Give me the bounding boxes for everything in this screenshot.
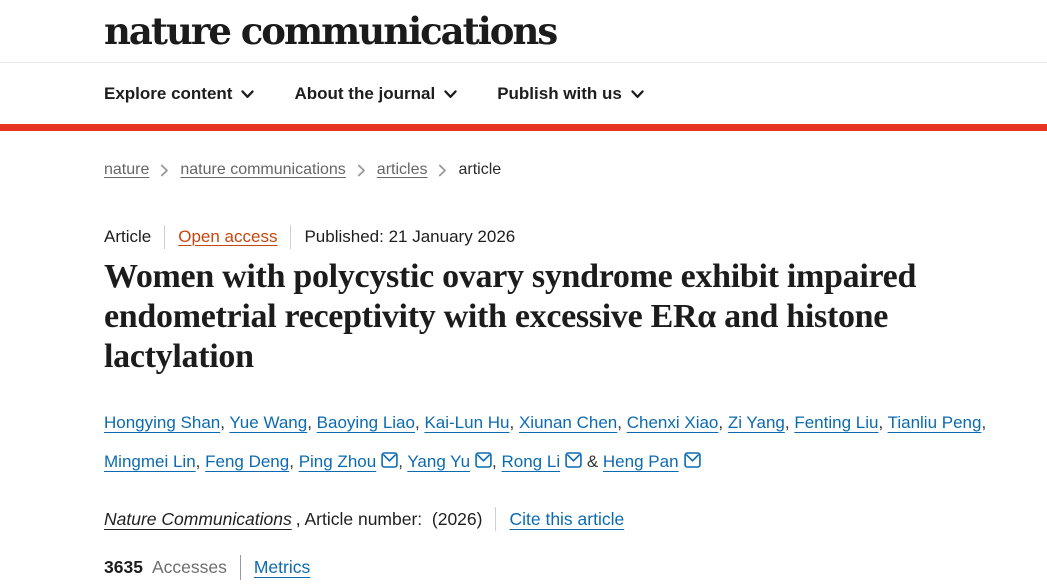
metrics-row: 3635 Accesses Metrics bbox=[104, 555, 1047, 580]
divider bbox=[164, 225, 166, 249]
author-link[interactable]: Fenting Liu bbox=[794, 413, 879, 432]
author: Kai-Lun Hu, bbox=[424, 413, 519, 432]
author-link[interactable]: Baoying Liao bbox=[316, 413, 415, 432]
divider bbox=[495, 507, 497, 531]
envelope-icon[interactable] bbox=[381, 452, 398, 468]
breadcrumb-item[interactable]: nature bbox=[104, 161, 150, 178]
author-separator: , bbox=[307, 413, 317, 432]
breadcrumb-item[interactable]: nature communications bbox=[180, 161, 346, 178]
author-separator: , bbox=[509, 413, 519, 432]
chevron-down-icon bbox=[631, 90, 644, 98]
envelope-icon[interactable] bbox=[565, 452, 582, 468]
author-link[interactable]: Yang Yu bbox=[407, 452, 471, 471]
open-access-link[interactable]: Open access bbox=[178, 227, 278, 246]
nav-item-label: Explore content bbox=[104, 83, 233, 103]
author-separator: , bbox=[617, 413, 627, 432]
author-separator: & bbox=[582, 452, 603, 471]
author-link[interactable]: Zi Yang bbox=[727, 413, 785, 432]
author-separator: , bbox=[398, 452, 408, 471]
journal-logo[interactable]: nature communications bbox=[104, 9, 558, 53]
citation-row: Nature Communications , Article number: … bbox=[104, 507, 1047, 531]
author: Yang Yu , bbox=[407, 452, 501, 471]
article-header-section: nature nature communications articles bbox=[0, 161, 1047, 580]
main-nav: Explore content About the journal Publis… bbox=[0, 63, 1047, 124]
envelope-icon[interactable] bbox=[683, 452, 701, 468]
divider bbox=[239, 555, 241, 580]
article-number-text: , Article number: (2026) bbox=[295, 508, 483, 529]
nav-menu-item[interactable]: About the journal bbox=[294, 84, 457, 104]
nav-item-label: About the journal bbox=[294, 83, 436, 103]
author: Mingmei Lin, bbox=[104, 452, 205, 471]
author-link[interactable]: Feng Deng bbox=[205, 452, 290, 471]
author-link[interactable]: Kai-Lun Hu bbox=[424, 413, 510, 432]
author: Baoying Liao, bbox=[317, 413, 425, 432]
brand-red-bar bbox=[0, 124, 1047, 131]
divider bbox=[290, 225, 292, 249]
envelope-icon[interactable] bbox=[475, 452, 492, 468]
journal-name-link[interactable]: Nature Communications bbox=[104, 508, 292, 529]
logo-row: nature communications bbox=[0, 0, 1047, 63]
author-separator: , bbox=[220, 413, 230, 432]
author-separator: , bbox=[289, 452, 299, 471]
author-link[interactable]: Yue Wang bbox=[229, 413, 308, 432]
metrics-link[interactable]: Metrics bbox=[253, 557, 311, 577]
article-type-label: Article bbox=[104, 227, 152, 246]
author-separator: , bbox=[492, 452, 502, 471]
article-meta-row: Article Open access Published: 21 Januar… bbox=[104, 225, 1047, 249]
author-separator: , bbox=[195, 452, 206, 471]
site-header: nature communications Explore content Ab… bbox=[0, 0, 1047, 131]
author-link[interactable]: Xiunan Chen bbox=[518, 413, 618, 432]
chevron-down-icon bbox=[241, 90, 255, 98]
author: Xiunan Chen, bbox=[519, 413, 627, 432]
accesses-count: 3635 bbox=[104, 557, 143, 577]
author: Tianliu Peng, bbox=[888, 413, 987, 432]
author-link[interactable]: Heng Pan bbox=[602, 452, 679, 471]
accesses-label: Accesses bbox=[151, 557, 227, 577]
article-title: Women with polycystic ovary syndrome exh… bbox=[104, 258, 917, 375]
author-link[interactable]: Ping Zhou bbox=[298, 452, 377, 471]
author: Hongying Shan, bbox=[104, 413, 229, 432]
author-link[interactable]: Chenxi Xiao bbox=[626, 413, 719, 432]
author-link[interactable]: Rong Li bbox=[501, 452, 561, 471]
author: Fenting Liu, bbox=[794, 413, 887, 432]
published-date: Published: 21 January 2026 bbox=[304, 227, 516, 246]
author-link[interactable]: Mingmei Lin bbox=[104, 452, 196, 471]
author: Yue Wang, bbox=[229, 413, 316, 432]
author-separator: , bbox=[414, 413, 425, 432]
author-separator: , bbox=[718, 413, 728, 432]
author-separator: , bbox=[878, 413, 888, 432]
chevron-right-icon bbox=[160, 164, 169, 177]
author-link[interactable]: Hongying Shan bbox=[104, 413, 221, 432]
author-separator: , bbox=[981, 413, 987, 432]
nav-menu-item[interactable]: Explore content bbox=[104, 83, 255, 104]
author: Zi Yang, bbox=[728, 413, 794, 432]
nav-menu-item[interactable]: Publish with us bbox=[497, 84, 644, 104]
author-separator: , bbox=[784, 413, 795, 432]
author: Rong Li & bbox=[502, 452, 603, 471]
author: Heng Pan bbox=[603, 452, 701, 471]
author: Feng Deng, bbox=[205, 452, 299, 471]
author: Ping Zhou , bbox=[299, 452, 408, 471]
breadcrumb: nature nature communications articles bbox=[104, 161, 1047, 179]
author-list: Hongying Shan, Yue Wang, Baoying Liao, K… bbox=[104, 403, 994, 481]
chevron-down-icon bbox=[444, 90, 457, 98]
nav-item-label: Publish with us bbox=[497, 83, 622, 103]
author: Chenxi Xiao, bbox=[627, 413, 728, 432]
chevron-right-icon bbox=[357, 164, 366, 177]
author-link[interactable]: Tianliu Peng bbox=[887, 413, 982, 432]
chevron-right-icon bbox=[438, 164, 447, 177]
breadcrumb-item[interactable]: article bbox=[458, 161, 502, 178]
breadcrumb-item[interactable]: articles bbox=[376, 161, 428, 178]
cite-this-article-link[interactable]: Cite this article bbox=[509, 508, 625, 529]
